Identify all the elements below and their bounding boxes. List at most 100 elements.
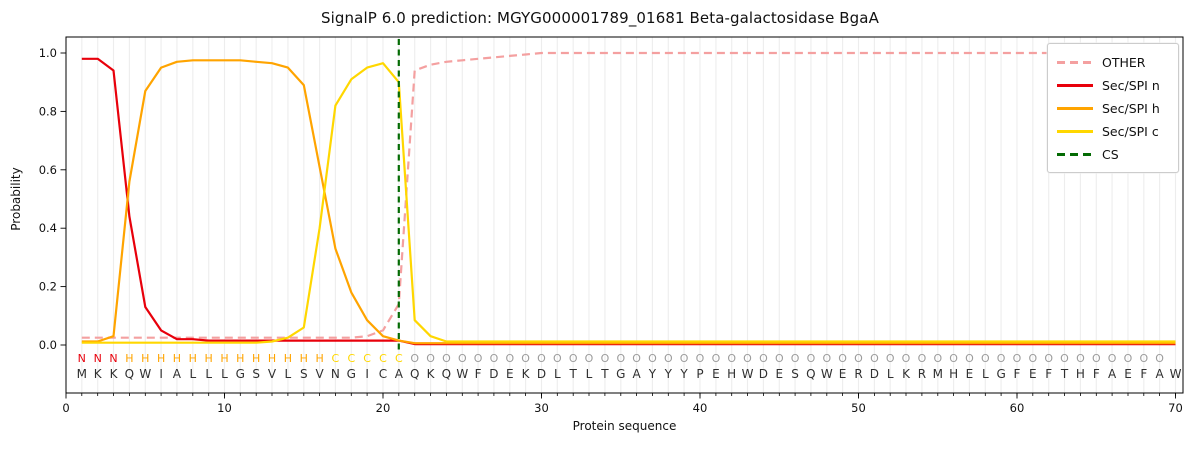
region-label: O xyxy=(997,352,1006,365)
sequence-letter: G xyxy=(236,367,245,381)
sequence-letter: L xyxy=(887,367,894,381)
region-label: O xyxy=(838,352,847,365)
region-label: O xyxy=(1060,352,1069,365)
sequence-letter: D xyxy=(489,367,498,381)
region-label: O xyxy=(1044,352,1053,365)
x-tick-label: 60 xyxy=(1010,401,1025,415)
region-label: O xyxy=(870,352,879,365)
sequence-letter: W xyxy=(1170,367,1182,381)
sequence-letter: A xyxy=(1155,367,1164,381)
sequence-letter: Y xyxy=(664,367,673,381)
sequence-letter: F xyxy=(475,367,482,381)
series-line-sec-spi-n xyxy=(81,57,1176,346)
sequence-letter: R xyxy=(854,367,862,381)
region-label: O xyxy=(981,352,990,365)
region-label: O xyxy=(1092,352,1101,365)
region-label: O xyxy=(791,352,800,365)
sequence-letter: P xyxy=(696,367,703,381)
sequence-letter: A xyxy=(632,367,641,381)
legend-line-sample xyxy=(1057,130,1093,133)
sequence-letter: G xyxy=(347,367,356,381)
region-label: O xyxy=(743,352,752,365)
sequence-letter: E xyxy=(712,367,720,381)
sequence-letter: F xyxy=(1045,367,1052,381)
sequence-letter: E xyxy=(776,367,784,381)
region-label: O xyxy=(918,352,927,365)
region-label: O xyxy=(933,352,942,365)
y-tick-label: 0.0 xyxy=(39,338,57,352)
region-label: O xyxy=(680,352,689,365)
sequence-letter: M xyxy=(933,367,943,381)
x-axis: 0 10 20 30 40 50 60 70 Protein sequence xyxy=(62,393,1183,433)
region-label: O xyxy=(616,352,625,365)
region-label: O xyxy=(1155,352,1164,365)
sequence-letter: S xyxy=(252,367,260,381)
region-label: O xyxy=(949,352,958,365)
sequence-letter: E xyxy=(1029,367,1037,381)
region-label: O xyxy=(727,352,736,365)
region-label: H xyxy=(141,352,149,365)
region-label: O xyxy=(886,352,895,365)
sequence-letter: Q xyxy=(410,367,419,381)
region-label: O xyxy=(585,352,594,365)
region-label: O xyxy=(1108,352,1117,365)
legend-line-sample xyxy=(1057,153,1093,156)
region-label: C xyxy=(395,352,403,365)
x-tick-label: 50 xyxy=(851,401,866,415)
region-label: O xyxy=(458,352,467,365)
sequence-letter: K xyxy=(94,367,103,381)
sequence-letter: H xyxy=(1076,367,1085,381)
sequence-letter: V xyxy=(315,367,324,381)
sequence-letter: L xyxy=(221,367,228,381)
sequence-letter: H xyxy=(949,367,958,381)
y-tick-label: 0.2 xyxy=(39,280,57,294)
sequence-letter: D xyxy=(759,367,768,381)
y-axis: 0.0 0.2 0.4 0.6 0.8 1.0 Probability xyxy=(9,46,66,352)
sequence-letter: T xyxy=(1060,367,1069,381)
region-label: O xyxy=(601,352,610,365)
legend-item: Sec/SPI n xyxy=(1057,74,1170,97)
sequence-letter: A xyxy=(1108,367,1117,381)
region-label: O xyxy=(537,352,546,365)
sequence-letter: W xyxy=(742,367,754,381)
series-line-other xyxy=(81,51,1176,339)
y-tick-label: 1.0 xyxy=(39,46,57,60)
legend-item-label: Sec/SPI n xyxy=(1102,78,1160,93)
sequence-letter: F xyxy=(1014,367,1021,381)
sequence-letter: A xyxy=(395,367,404,381)
region-label: O xyxy=(902,352,911,365)
y-tick-label: 0.4 xyxy=(39,221,57,235)
sequence-letter: L xyxy=(554,367,561,381)
sequence-letter: Y xyxy=(648,367,657,381)
sequence-letter: Q xyxy=(442,367,451,381)
region-label: O xyxy=(442,352,451,365)
region-label: C xyxy=(347,352,355,365)
sequence-letter: E xyxy=(839,367,847,381)
region-label: O xyxy=(664,352,673,365)
sequence-letter: C xyxy=(379,367,387,381)
region-label: N xyxy=(94,352,102,365)
sequence-letter: L xyxy=(205,367,212,381)
region-label: H xyxy=(125,352,133,365)
x-tick-label: 40 xyxy=(693,401,708,415)
series-line-sec-spi-c xyxy=(81,62,1176,344)
sequence-letter: T xyxy=(569,367,578,381)
x-axis-label: Protein sequence xyxy=(573,419,677,433)
region-label: O xyxy=(965,352,974,365)
region-label: O xyxy=(505,352,514,365)
sequence-letter: K xyxy=(522,367,531,381)
legend-item: CS xyxy=(1057,143,1170,166)
region-label: H xyxy=(315,352,323,365)
region-label: O xyxy=(807,352,816,365)
region-label: O xyxy=(822,352,831,365)
legend-item: OTHER xyxy=(1057,51,1170,74)
region-label: C xyxy=(332,352,340,365)
sequence-letter: K xyxy=(110,367,119,381)
plot-frame xyxy=(65,36,1184,394)
sequence-letter: I xyxy=(159,367,163,381)
series-line-sec-spi-h xyxy=(81,59,1176,345)
sequence-letter: I xyxy=(365,367,369,381)
